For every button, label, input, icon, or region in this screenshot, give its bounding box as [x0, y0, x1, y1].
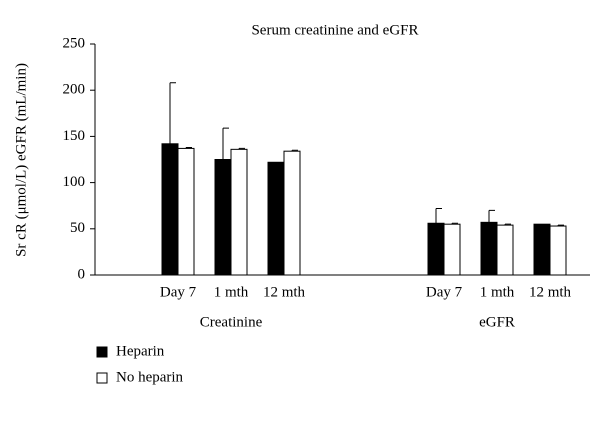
y-tick-label: 150 [63, 128, 86, 144]
y-tick-label: 250 [63, 35, 86, 51]
legend-label: Heparin [116, 343, 165, 359]
bar [161, 143, 179, 276]
error-bar [488, 209, 495, 223]
error-bar [504, 223, 511, 226]
x-tick-label: 12 mth [263, 284, 306, 300]
y-tick-label: 0 [78, 266, 86, 282]
y-tick-label: 200 [63, 82, 86, 98]
x-tick-label: 1 mth [214, 284, 249, 300]
group-label: eGFR [479, 314, 515, 330]
error-bar [222, 127, 229, 160]
error-bar [557, 224, 564, 227]
x-tick-label: Day 7 [160, 284, 197, 300]
bar [427, 222, 445, 276]
bar [496, 224, 514, 276]
bar [230, 148, 248, 276]
bar [549, 225, 567, 276]
bar [443, 223, 461, 276]
bar [177, 147, 195, 276]
error-bar [185, 146, 192, 149]
bar [283, 150, 301, 276]
y-tick-label: 100 [63, 174, 86, 190]
bar [214, 159, 232, 276]
y-axis-label: Sr cR (μmol/L) eGFR (mL/min) [13, 63, 29, 257]
y-tick-label: 50 [70, 220, 85, 236]
legend-swatch [96, 346, 108, 358]
chart-title: Serum creatinine and eGFR [251, 22, 418, 38]
error-bar [291, 149, 298, 152]
error-bar [169, 82, 176, 144]
x-tick-label: 12 mth [529, 284, 572, 300]
bar [533, 223, 551, 276]
error-bar [451, 222, 458, 225]
error-bar [238, 147, 245, 150]
x-tick-label: 1 mth [480, 284, 515, 300]
group-label: Creatinine [200, 314, 263, 330]
legend-swatch [96, 372, 108, 384]
bar [480, 221, 498, 276]
bar [267, 161, 285, 276]
error-bar [435, 207, 442, 224]
x-tick-label: Day 7 [426, 284, 463, 300]
legend-label: No heparin [116, 369, 184, 385]
